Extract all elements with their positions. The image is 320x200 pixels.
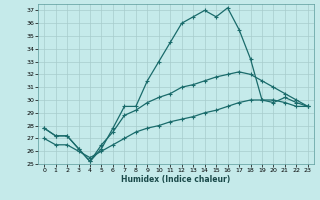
X-axis label: Humidex (Indice chaleur): Humidex (Indice chaleur) xyxy=(121,175,231,184)
